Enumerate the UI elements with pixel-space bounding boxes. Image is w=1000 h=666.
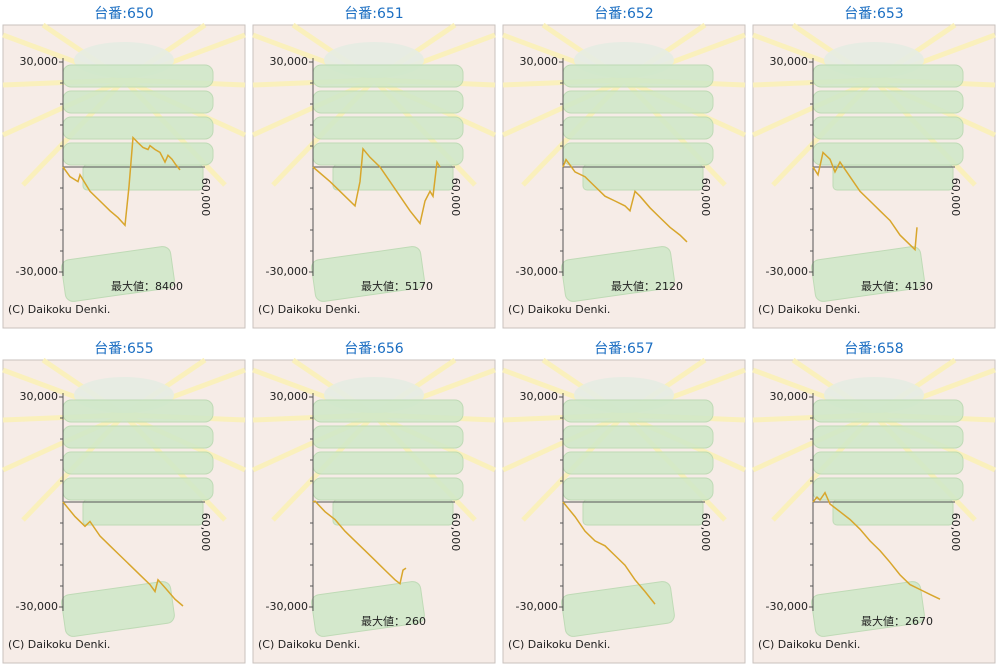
- chart-title: 台番:650: [94, 6, 153, 22]
- y-tick-label: -30,000: [266, 600, 308, 613]
- data-line: [62, 501, 184, 607]
- x-tick-label: 60,000: [949, 513, 962, 552]
- y-tick-label: -30,000: [266, 265, 308, 278]
- chart-panel: 30,000 -30,000 60,000 (C) Daikoku Denki.: [3, 360, 245, 663]
- chart-panel: 30,000 -30,000 60,000 最大値：260(C) Daikoku De…: [253, 360, 495, 663]
- chart-panel: 30,000 -30,000 60,000 最大値：5170(C) Daikoku D…: [253, 25, 495, 328]
- x-tick-label: 60,000: [699, 178, 712, 217]
- y-tick-label: 30,000: [520, 390, 559, 403]
- chart-title: 台番:652: [594, 6, 653, 22]
- y-tick-label: -30,000: [766, 600, 808, 613]
- chart-panel: 30,000 -30,000 60,000 最大値：2670(C) Daikoku D…: [753, 360, 995, 663]
- chart-title: 台番:653: [844, 6, 903, 22]
- y-tick-label: 30,000: [20, 390, 59, 403]
- chart-title: 台番:657: [594, 341, 653, 357]
- y-tick-label: 30,000: [270, 55, 309, 68]
- max-value: 最大値：4130: [861, 279, 933, 293]
- panel-background: [503, 360, 745, 663]
- chart-panel: 30,000 -30,000 60,000 最大値：4130(C) Daikoku D…: [753, 25, 995, 328]
- y-tick-label: -30,000: [16, 600, 58, 613]
- y-tick-label: 30,000: [770, 55, 809, 68]
- y-tick-label: -30,000: [16, 265, 58, 278]
- copyright: (C) Daikoku Denki.: [758, 303, 860, 316]
- data-line: [62, 135, 181, 228]
- max-value: 最大値：2670: [861, 614, 933, 628]
- copyright: (C) Daikoku Denki.: [258, 303, 360, 316]
- chart-panel: 30,000 -30,000 60,000 最大値：8400(C) Daikoku D…: [3, 25, 245, 328]
- max-value: 最大値：5170: [361, 279, 433, 293]
- data-line: [812, 151, 918, 252]
- y-tick-label: 30,000: [270, 390, 309, 403]
- y-tick-label: 30,000: [20, 55, 59, 68]
- panel-background: [3, 360, 245, 663]
- x-tick-label: 60,000: [199, 513, 212, 552]
- chart-panel: 30,000 -30,000 60,000 (C) Daikoku Denki.: [503, 360, 745, 663]
- y-tick-label: 30,000: [770, 390, 809, 403]
- x-tick-label: 60,000: [449, 513, 462, 552]
- x-tick-label: 60,000: [199, 178, 212, 217]
- copyright: (C) Daikoku Denki.: [8, 638, 110, 651]
- max-value: 最大値：260: [361, 614, 426, 628]
- data-line: [562, 158, 688, 243]
- y-tick-label: -30,000: [516, 600, 558, 613]
- data-line: [562, 501, 656, 605]
- max-value: 最大値：2120: [611, 279, 683, 293]
- copyright: (C) Daikoku Denki.: [508, 303, 610, 316]
- chart-title: 台番:651: [344, 6, 403, 22]
- chart-panel: 30,000 -30,000 60,000 最大値：2120(C) Daikoku D…: [503, 25, 745, 328]
- copyright: (C) Daikoku Denki.: [758, 638, 860, 651]
- copyright: (C) Daikoku Denki.: [508, 638, 610, 651]
- copyright: (C) Daikoku Denki.: [258, 638, 360, 651]
- x-tick-label: 60,000: [949, 178, 962, 217]
- chart-title: 台番:658: [844, 341, 903, 357]
- x-tick-label: 60,000: [699, 513, 712, 552]
- x-tick-label: 60,000: [449, 178, 462, 217]
- max-value: 最大値：8400: [111, 279, 183, 293]
- data-line: [812, 491, 941, 600]
- data-line: [312, 500, 407, 586]
- chart-title: 台番:656: [344, 341, 404, 357]
- y-tick-label: -30,000: [766, 265, 808, 278]
- data-line: [312, 147, 441, 226]
- y-tick-label: 30,000: [520, 55, 559, 68]
- y-tick-label: -30,000: [516, 265, 558, 278]
- chart-title: 台番:655: [94, 341, 153, 357]
- copyright: (C) Daikoku Denki.: [8, 303, 110, 316]
